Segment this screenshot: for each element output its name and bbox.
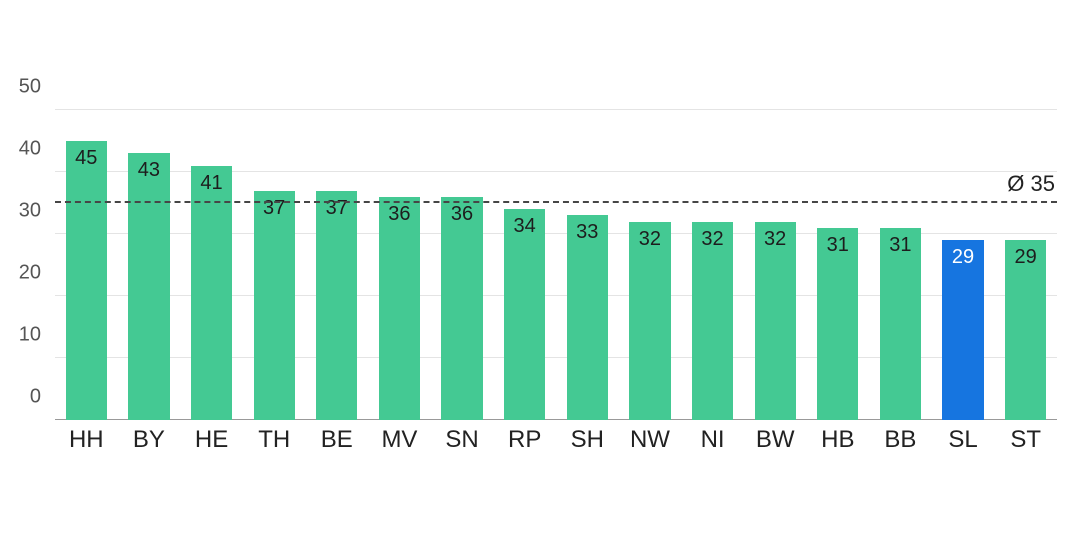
bar-th: 37 — [254, 191, 295, 420]
bar-slot: 37 — [306, 191, 369, 420]
x-category-label: HB — [807, 426, 870, 454]
bar-value-label: 32 — [629, 228, 670, 251]
bar-chart: 0102030405045434137373636343332323231312… — [55, 110, 1057, 454]
bar-be: 37 — [316, 191, 357, 420]
y-tick-label: 10 — [19, 324, 55, 347]
y-tick-label: 40 — [19, 138, 55, 161]
x-category-label: RP — [493, 426, 556, 454]
x-category-label: MV — [368, 426, 431, 454]
bar-value-label: 29 — [1005, 246, 1046, 269]
bar-value-label: 32 — [755, 228, 796, 251]
bar-value-label: 36 — [441, 203, 482, 226]
bar-slot: 36 — [368, 197, 431, 420]
x-category-label: SH — [556, 426, 619, 454]
plot-area: 0102030405045434137373636343332323231312… — [55, 110, 1057, 420]
bar-hb: 31 — [817, 228, 858, 420]
bar-slot: 37 — [243, 191, 306, 420]
y-tick-label: 30 — [19, 200, 55, 223]
bar-value-label: 41 — [191, 172, 232, 195]
bar-sl: 29 — [942, 240, 983, 420]
bar-value-label: 43 — [128, 159, 169, 182]
x-category-label: HE — [180, 426, 243, 454]
x-category-label: BB — [869, 426, 932, 454]
bar-st: 29 — [1005, 240, 1046, 420]
bar-sn: 36 — [441, 197, 482, 420]
bar-value-label: 34 — [504, 215, 545, 238]
bar-mv: 36 — [379, 197, 420, 420]
bar-sh: 33 — [567, 215, 608, 420]
bars-row: 45 43 41 3737 36 36 34 33 32 32 32 31 31 29 29 — [55, 110, 1057, 420]
y-tick-label: 20 — [19, 262, 55, 285]
bar-slot: 43 — [118, 153, 181, 420]
average-label: Ø 35 — [1007, 171, 1055, 197]
bar-value-label: 45 — [66, 147, 107, 170]
x-category-label: ST — [994, 426, 1057, 454]
x-category-label: BW — [744, 426, 807, 454]
bar-slot: 32 — [619, 222, 682, 420]
bar-nw: 32 — [629, 222, 670, 420]
x-category-label: NI — [681, 426, 744, 454]
x-category-label: TH — [243, 426, 306, 454]
bar-slot: 41 — [180, 166, 243, 420]
bar-value-label: 31 — [817, 234, 858, 257]
x-category-label: SN — [431, 426, 494, 454]
bar-ni: 32 — [692, 222, 733, 420]
bar-slot: 31 — [869, 228, 932, 420]
bar-slot: 34 — [493, 209, 556, 420]
x-category-label: BY — [118, 426, 181, 454]
bar-value-label: 29 — [942, 246, 983, 269]
x-category-label: BE — [306, 426, 369, 454]
bar-he: 41 — [191, 166, 232, 420]
bar-value-label: 33 — [567, 221, 608, 244]
bar-slot: 32 — [744, 222, 807, 420]
bar-by: 43 — [128, 153, 169, 420]
y-tick-label: 50 — [19, 76, 55, 99]
y-tick-label: 0 — [30, 386, 55, 409]
bar-value-label: 36 — [379, 203, 420, 226]
bar-slot: 36 — [431, 197, 494, 420]
x-category-label: NW — [619, 426, 682, 454]
bar-bb: 31 — [880, 228, 921, 420]
x-axis-labels: HHBYHETHBEMVSNRPSHNWNIBWHBBBSLST — [55, 426, 1057, 454]
average-line — [55, 201, 1057, 203]
bar-slot: 29 — [932, 240, 995, 420]
bar-value-label: 32 — [692, 228, 733, 251]
x-category-label: HH — [55, 426, 118, 454]
bar-rp: 34 — [504, 209, 545, 420]
bar-bw: 32 — [755, 222, 796, 420]
bar-slot: 45 — [55, 141, 118, 420]
bar-slot: 29 — [994, 240, 1057, 420]
bar-value-label: 31 — [880, 234, 921, 257]
x-category-label: SL — [932, 426, 995, 454]
bar-hh: 45 — [66, 141, 107, 420]
bar-slot: 33 — [556, 215, 619, 420]
bar-slot: 31 — [807, 228, 870, 420]
bar-slot: 32 — [681, 222, 744, 420]
